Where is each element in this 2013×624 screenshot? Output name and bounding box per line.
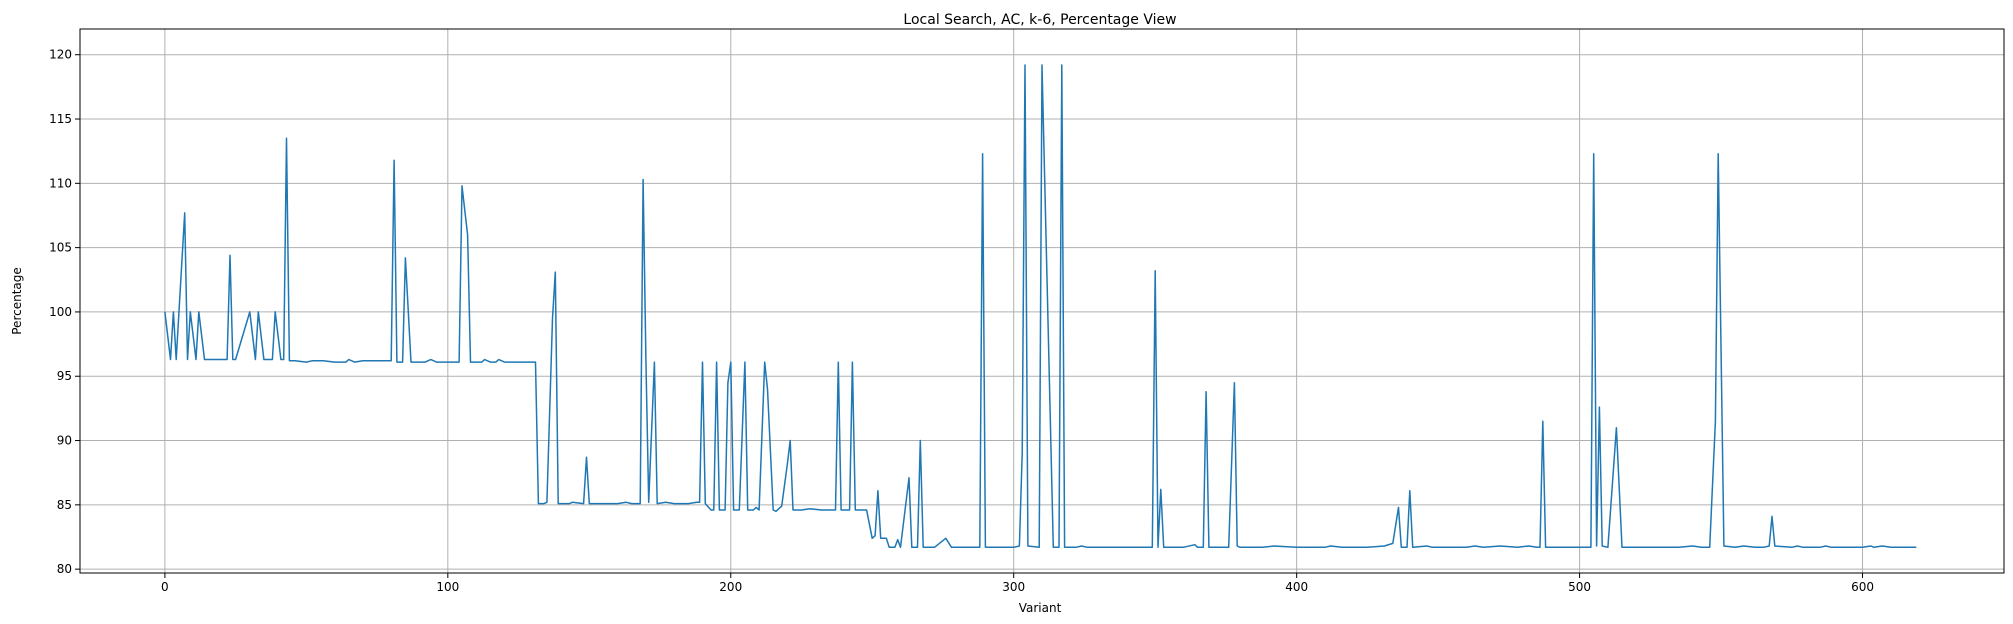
x-tick-label: 400 — [1285, 580, 1308, 594]
series-line — [164, 64, 1917, 549]
series-line-layer — [164, 64, 1917, 549]
y-tick-label: 95 — [57, 369, 72, 383]
y-axis-label: Percentage — [10, 267, 24, 335]
x-tick-label: 500 — [1568, 580, 1591, 594]
x-axis-label: Variant — [1019, 601, 1062, 615]
y-tick-label: 120 — [49, 48, 72, 62]
y-tick-label: 90 — [57, 434, 72, 448]
x-tick-label: 100 — [436, 580, 459, 594]
chart-title: Local Search, AC, k-6, Percentage View — [903, 12, 1176, 28]
plot-frame — [79, 28, 2005, 574]
y-tick-label: 80 — [57, 562, 72, 576]
y-tick-label: 110 — [49, 176, 72, 190]
y-tick-label: 115 — [49, 112, 72, 126]
y-tick-label: 100 — [49, 305, 72, 319]
x-tick-label: 600 — [1851, 580, 1874, 594]
axis-ticks: 0 100 200 300 400 500 600 80 85 90 95 100 105 110 115 1… — [49, 48, 1874, 594]
x-tick-label: 300 — [1002, 580, 1025, 594]
x-tick-label: 200 — [719, 580, 742, 594]
y-tick-label: 85 — [57, 498, 72, 512]
x-tick-label: 0 — [161, 580, 169, 594]
y-tick-label: 105 — [49, 241, 72, 255]
